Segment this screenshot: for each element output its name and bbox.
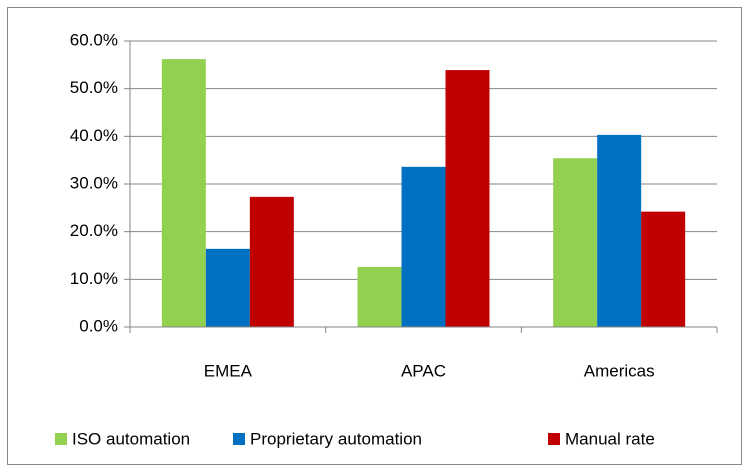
bar xyxy=(401,166,446,327)
bar xyxy=(597,134,642,327)
legend-swatch xyxy=(548,433,560,445)
x-tick-label: Americas xyxy=(584,361,655,380)
bar xyxy=(445,70,490,328)
bar xyxy=(357,266,402,327)
legend-label: Manual rate xyxy=(565,429,655,448)
legend-label: ISO automation xyxy=(72,429,190,448)
x-tick-label: APAC xyxy=(401,361,446,380)
bar xyxy=(249,196,294,327)
bar xyxy=(161,59,206,327)
bar xyxy=(553,158,598,327)
y-tick-label: 10.0% xyxy=(70,269,118,288)
bar xyxy=(641,211,686,327)
bar xyxy=(205,248,250,327)
y-tick-label: 20.0% xyxy=(70,221,118,240)
legend-swatch xyxy=(233,433,245,445)
y-tick-label: 60.0% xyxy=(70,30,118,49)
y-tick-label: 0.0% xyxy=(79,316,118,335)
y-tick-label: 40.0% xyxy=(70,126,118,145)
x-tick-label: EMEA xyxy=(204,361,253,380)
legend-swatch xyxy=(55,433,67,445)
y-tick-label: 50.0% xyxy=(70,78,118,97)
y-tick-label: 30.0% xyxy=(70,173,118,192)
legend-label: Proprietary automation xyxy=(250,429,422,448)
